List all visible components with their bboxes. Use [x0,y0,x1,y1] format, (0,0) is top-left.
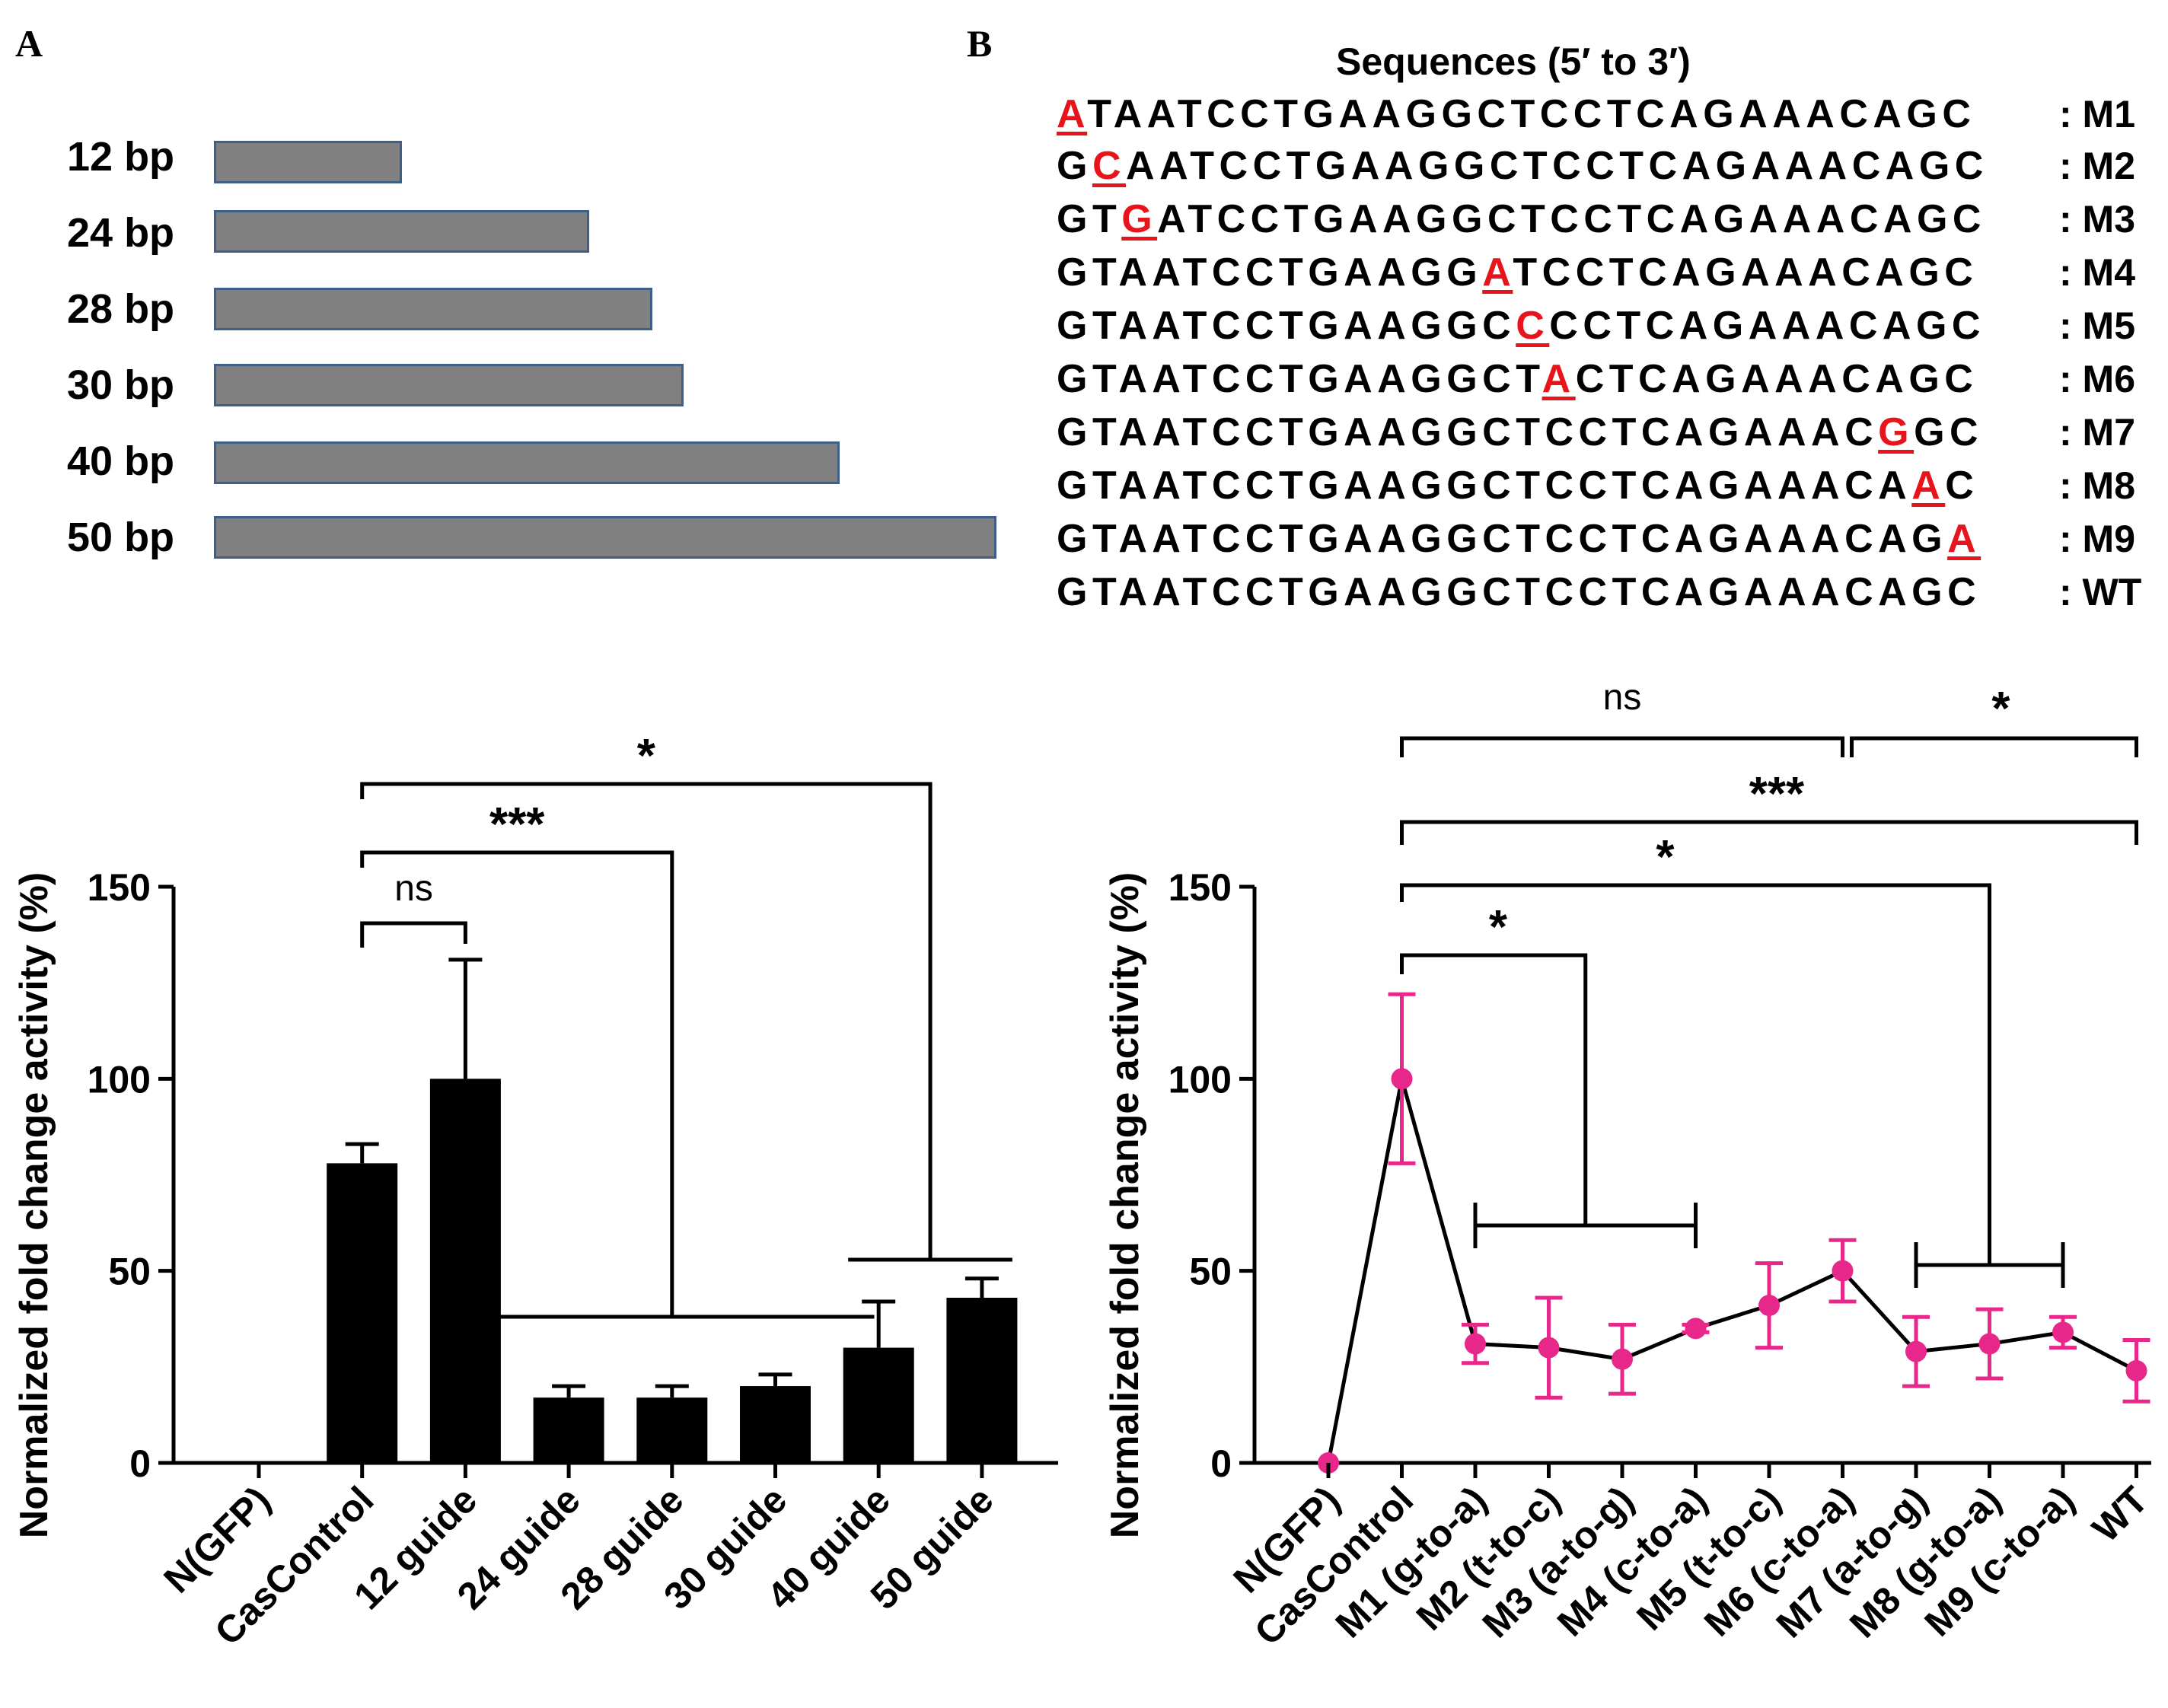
line-chart: 0 50 100 150 Normalized fold change activity… [1103,677,2156,1653]
bar [740,1386,811,1463]
significance-bracket [1400,736,1844,757]
y-tick-label: 50 [1189,1251,1232,1293]
mutated-base: A [1911,464,1946,508]
data-point [1685,1318,1707,1340]
length-bar-50 [214,516,996,559]
sequence-tag: : M3 [2059,198,2135,241]
bar [429,1079,501,1463]
data-point [1978,1333,2001,1355]
sequence-tag: : M7 [2059,411,2135,454]
significance-label: * [1991,683,2010,735]
significance-label: ns [394,868,433,909]
sequence-row: GTAATCCTGAAGGATCCTCAGAAACAGC [1057,250,1978,295]
data-point [1391,1068,1413,1090]
sequence-tag: : M2 [2059,145,2135,187]
length-label-24: 24 bp [67,210,175,256]
series-line [1326,1078,2138,1464]
sequence-row: GTAATCCTGAAGGCCCCTCAGAAACAGC [1057,304,1985,348]
significance-label: * [1489,901,1508,954]
sequence-row: ATAATCCTGAAGGCTCCTCAGAAACAGC [1057,92,1976,136]
sequences-title: Sequences (5′ to 3′) [1336,40,1691,83]
significance-bracket [360,782,933,1260]
bar [327,1163,398,1463]
bar [533,1397,604,1463]
y-axis-label: Normalized fold change activity (%) [12,872,56,1539]
length-label-50: 50 bp [67,515,175,560]
sequence-tag: : M5 [2059,304,2135,347]
sequence-tag: : M8 [2059,464,2135,507]
data-point [2052,1321,2074,1343]
data-point [1758,1295,1780,1317]
y-axis-label: Normalized fold change activity (%) [1103,872,1147,1539]
y-tick-label: 150 [1168,866,1232,909]
mutated-base: A [1947,517,1981,561]
y-tick-label: 0 [129,1442,151,1485]
panel-b-label: B [967,22,993,65]
data-point [1832,1260,1854,1282]
length-bar-28 [214,288,652,330]
sequence-row: GTAATCCTGAAGGCTACTCAGAAACAGC [1057,357,1978,401]
length-bar-30 [214,364,684,406]
significance-bracket [1400,820,2138,845]
significance-bracket [360,850,674,1317]
significance-label: *** [489,798,545,851]
significance-bracket [1850,736,2138,757]
sequence-tag: : M4 [2059,251,2135,294]
y-tick-label: 150 [88,866,151,909]
significance-label: ns [1603,677,1642,718]
significance-bracket [1400,883,1991,1265]
length-label-40: 40 bp [67,438,175,484]
sequence-row: GCAATCCTGAAGGCTCCTCAGAAACAGC [1057,144,1988,188]
significance-label: *** [1749,768,1805,821]
data-point [1538,1337,1560,1359]
mutated-base: G [1878,410,1915,454]
x-tick-label: WT [2084,1478,2157,1550]
data-point [1465,1333,1486,1355]
sequence-tag: : M6 [2059,358,2135,400]
sequence-tag: : WT [2059,571,2142,613]
mutated-base: A [1057,92,1088,136]
sequence-tag: : M9 [2059,518,2135,560]
y-tick-label: 100 [1168,1058,1232,1101]
significance-label: * [1656,831,1675,884]
significance-bracket [1400,953,1588,1225]
panel-a-label: A [15,22,43,65]
data-point [1612,1348,1633,1370]
sequence-row: GTAATCCTGAAGGCTCCTCAGAAACAGC [1057,570,1981,614]
significance-label: * [637,730,656,782]
bar [843,1347,914,1463]
mutated-base: C [1516,304,1550,348]
length-label-28: 28 bp [67,286,175,332]
length-bar-40 [214,441,840,484]
sequence-row: GTAATCCTGAAGGCTCCTCAGAAACGGC [1057,410,1984,454]
y-tick-label: 0 [1210,1442,1232,1485]
sequence-row: GTGATCCTGAAGGCTCCTCAGAAACAGC [1057,197,1986,241]
length-bar-12 [214,141,402,183]
y-tick-label: 100 [88,1058,151,1101]
sequence-tag: : M1 [2059,93,2135,135]
bar [946,1297,1018,1463]
length-label-12: 12 bp [67,134,175,180]
mutated-base: A [1482,250,1513,295]
mutated-base: C [1092,144,1127,188]
mutated-base: A [1542,357,1576,401]
bar-chart: 0 50 100 150 Normalized fold change activity… [12,730,1058,1653]
mutated-base: G [1121,197,1158,241]
bar [636,1397,708,1463]
data-point [2125,1359,2147,1381]
data-point [1905,1340,1927,1362]
sequence-row: GTAATCCTGAAGGCTCCTCAGAAACAAC [1057,464,1979,508]
y-tick-label: 50 [108,1251,151,1293]
length-bar-24 [214,210,590,253]
length-label-30: 30 bp [67,362,175,408]
significance-bracket [360,921,467,948]
sequence-row: GTAATCCTGAAGGCTCCTCAGAAACAGA [1057,517,1981,561]
